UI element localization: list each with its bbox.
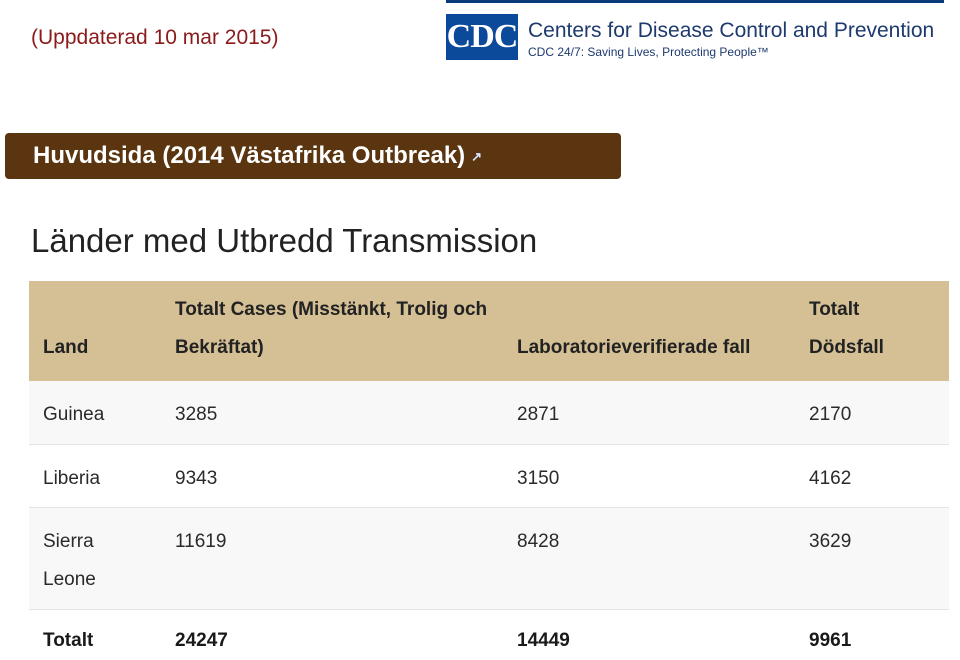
table-row: Guinea 3285 2871 2170 [29,381,949,444]
header-total-cases: Totalt Cases (Misstänkt, Trolig och Bekr… [175,299,488,358]
cell-total-cases: 9343 [175,467,218,489]
cdc-top-rule [446,0,944,3]
cdc-tagline: CDC 24/7: Saving Lives, Protecting Peopl… [528,45,769,59]
cell-total-cases: 3285 [175,404,218,425]
outbreak-home-label: Huvudsida (2014 Västafrika Outbreak) [33,142,466,169]
total-lab-confirmed: 14449 [517,629,570,651]
cases-table: Land Totalt Cases (Misstänkt, Trolig och… [29,281,949,660]
outbreak-home-link[interactable]: Huvudsida (2014 Västafrika Outbreak) ↗ [5,133,621,179]
cell-total-cases: 11619 [175,530,227,552]
cell-lab-confirmed: 2871 [517,404,560,425]
cdc-org-name: Centers for Disease Control and Preventi… [528,19,935,42]
table-row: Sierra Leone 11619 8428 3629 [29,507,949,609]
table-total-row: Totalt 24247 14449 9961 [29,609,949,660]
cell-total-deaths: 3629 [809,530,852,552]
cell-total-deaths: 4162 [809,467,852,489]
total-cases: 24247 [175,629,228,651]
cell-total-deaths: 2170 [809,404,852,425]
cell-country: Liberia [43,467,101,489]
cell-country: Sierra Leone [43,530,96,590]
external-link-icon: ↗ [471,148,483,164]
updated-date: (Uppdaterad 10 mar 2015) [31,26,279,49]
cdc-header: CDC Centers for Disease Control and Prev… [446,0,944,64]
cdc-logo[interactable]: CDC [446,14,518,60]
cell-lab-confirmed: 8428 [517,530,560,552]
table-row: Liberia 9343 3150 4162 [29,444,949,507]
header-total-deaths: Totalt Dödsfall [809,299,884,358]
header-lab-confirmed: Laboratorieverifierade fall [517,337,751,358]
header-country: Land [43,337,89,358]
cell-lab-confirmed: 3150 [517,467,560,489]
cell-country: Guinea [43,404,105,425]
table-header-row: Land Totalt Cases (Misstänkt, Trolig och… [29,281,949,381]
total-label: Totalt [43,629,94,651]
section-title: Länder med Utbredd Transmission [31,222,538,259]
total-deaths: 9961 [809,629,852,651]
